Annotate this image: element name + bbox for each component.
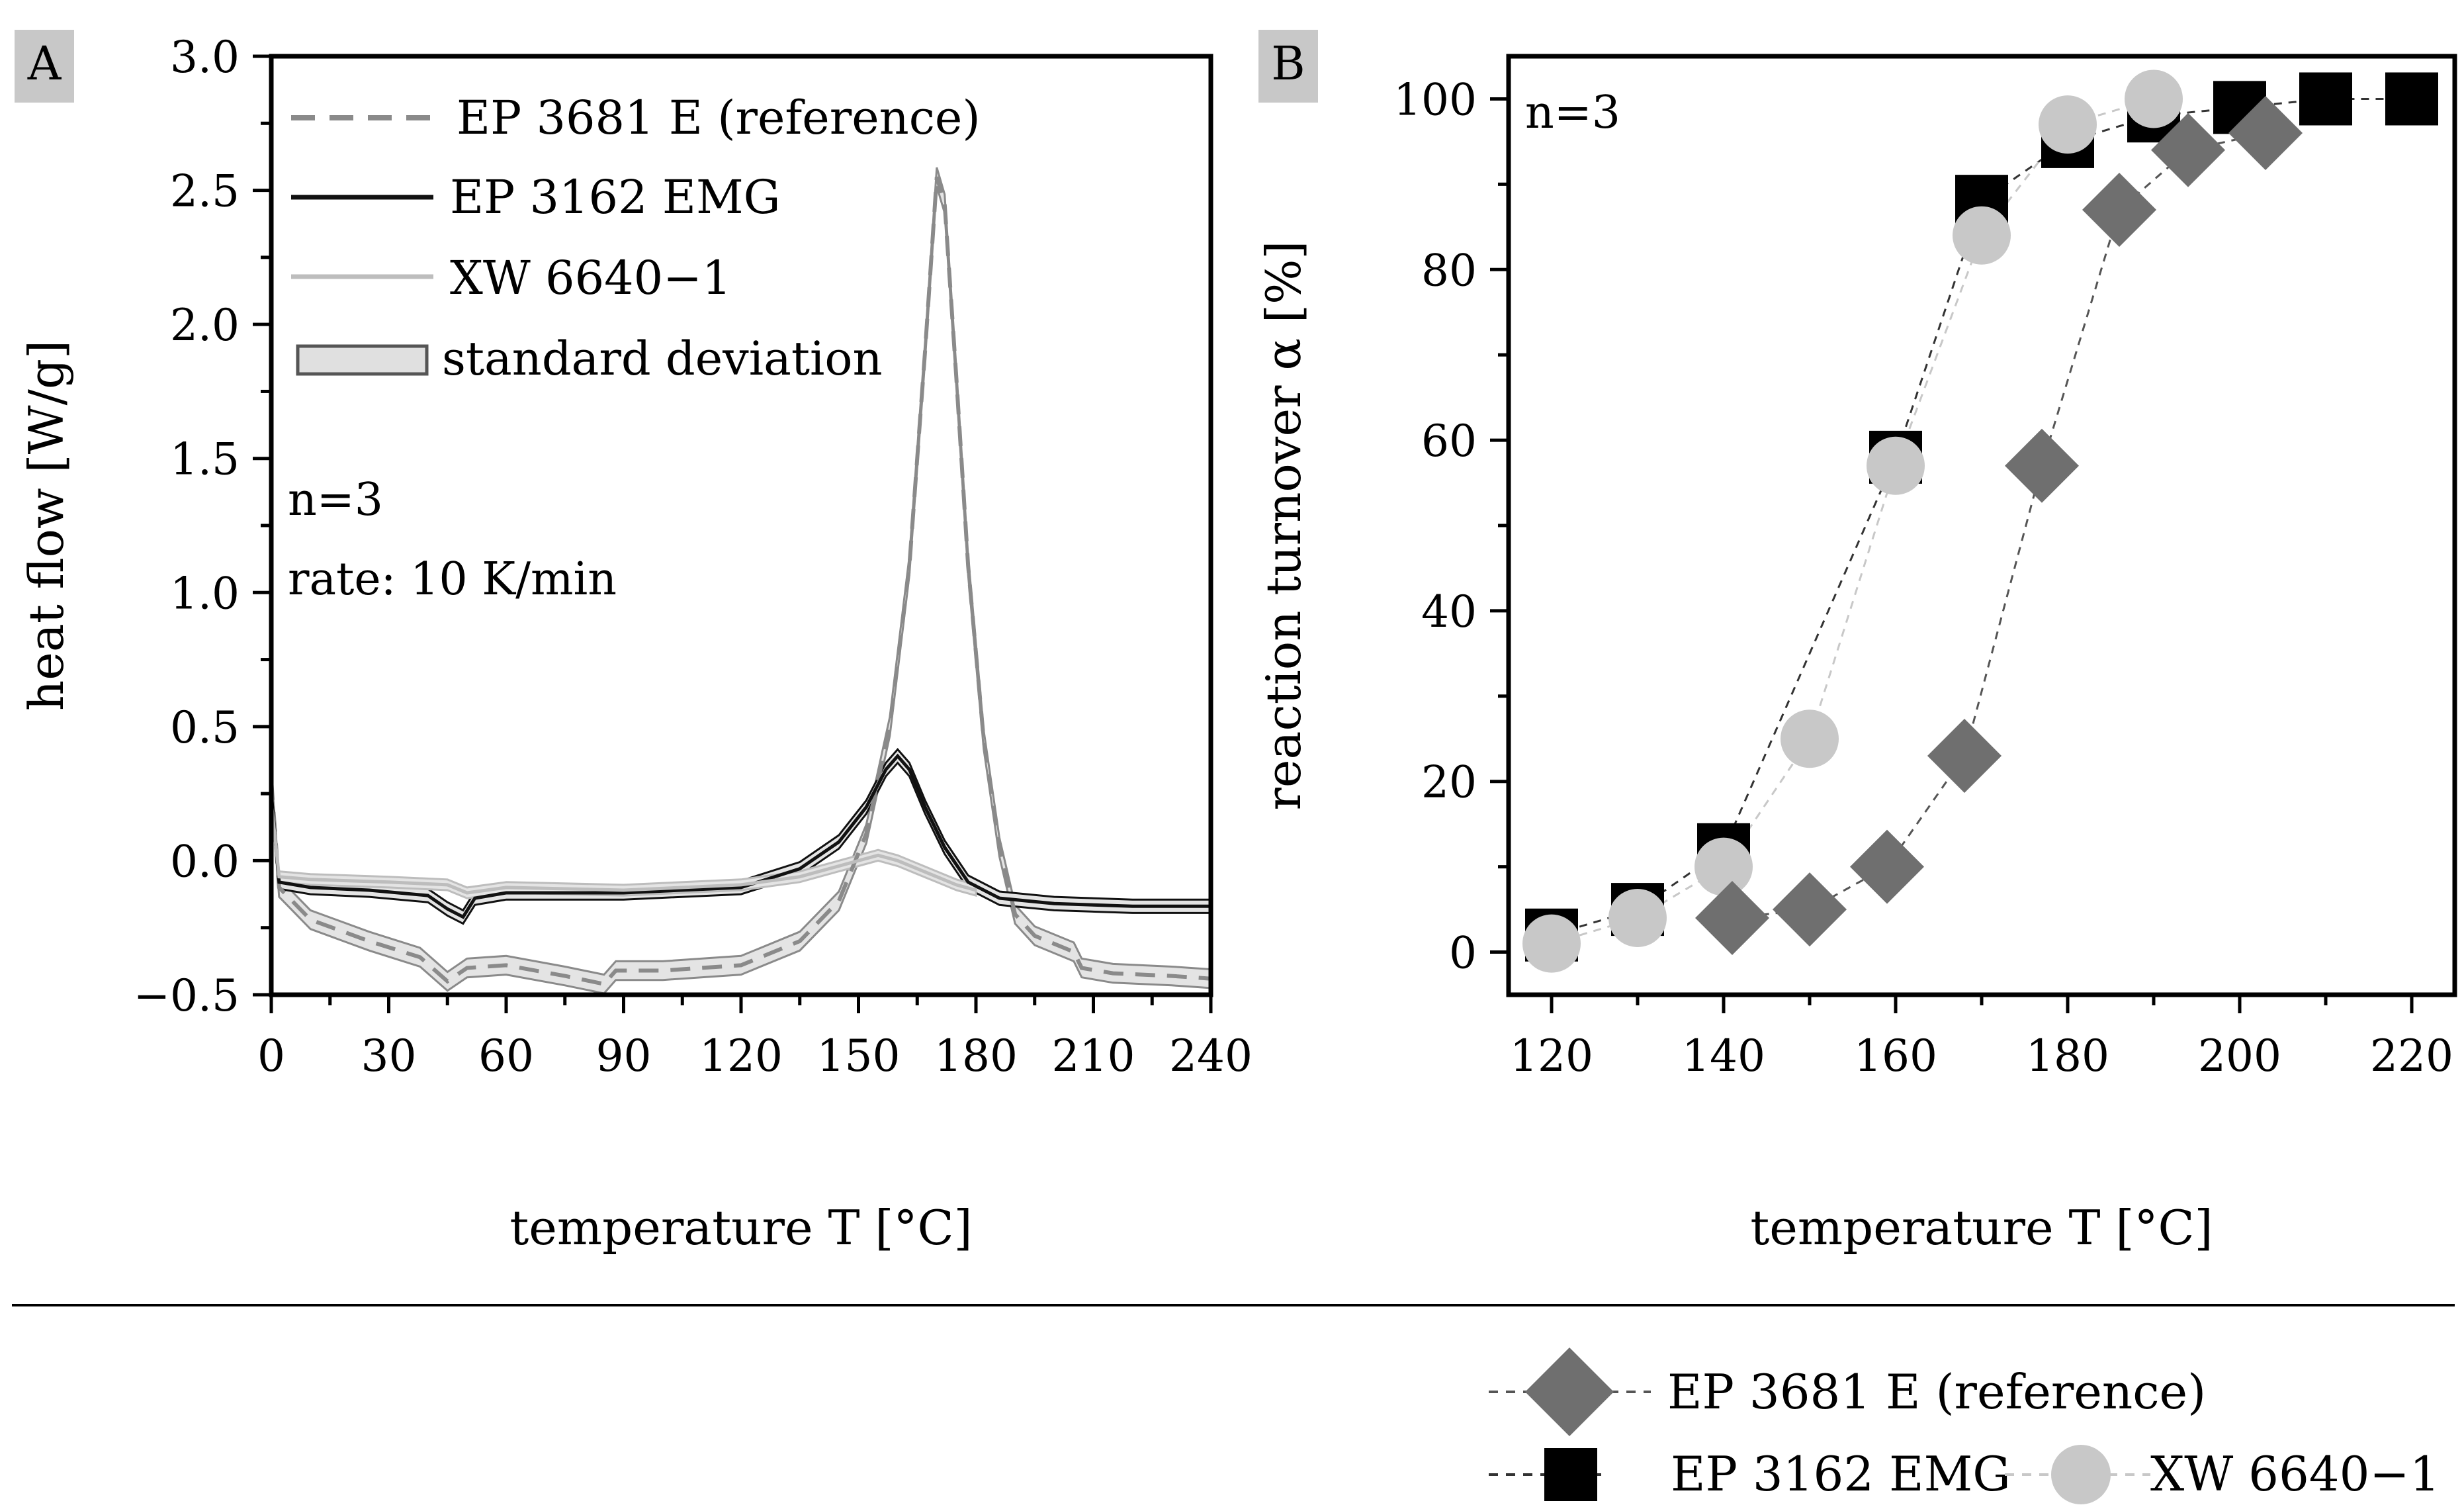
marker-xw-6640-1	[2039, 95, 2097, 154]
panel-a-lines	[269, 176, 1211, 987]
x-tick-label-a: 120	[699, 1030, 783, 1081]
panel-b-markers	[1522, 69, 2438, 973]
panel-a-legend: EP 3681 E (reference) EP 3162 EMG XW 664…	[291, 91, 981, 386]
y-tick-label-a: −0.5	[134, 970, 240, 1021]
marker-xw-6640-1	[1608, 888, 1667, 947]
panel-b-axes: 120 140 160 180 200 220 0 20 40 60 80 100	[1393, 74, 2453, 1081]
x-tick-label-b: 180	[2026, 1030, 2109, 1081]
legend-b-square-marker	[1544, 1448, 1597, 1501]
marker-xw-6640-1	[1867, 436, 1925, 495]
legend-b-diamond-marker	[1525, 1348, 1614, 1436]
y-tick-label-a: 1.0	[170, 568, 240, 619]
y-tick-label-a: 1.5	[170, 434, 240, 485]
panel-a-x-axis-label: temperature T [°C]	[509, 1200, 972, 1256]
std-band-ep-3162-emg	[270, 748, 1212, 925]
panel-a-label-box	[15, 30, 74, 103]
panel-b-x-axis-label: temperature T [°C]	[1750, 1200, 2213, 1256]
y-tick-label-b: 20	[1421, 757, 1477, 808]
marker-xw-6640-1	[1522, 914, 1581, 973]
y-tick-label-a: 2.0	[170, 300, 240, 351]
x-tick-label-a: 150	[817, 1030, 901, 1081]
x-tick-label-a: 240	[1169, 1030, 1253, 1081]
x-tick-label-a: 210	[1052, 1030, 1135, 1081]
legend-a-label-reference: EP 3681 E (reference)	[457, 91, 981, 145]
marker-ep-3681-e-reference	[1850, 829, 1924, 904]
marker-xw-6640-1	[2125, 69, 2183, 128]
y-tick-label-b: 100	[1393, 74, 1477, 125]
panel-a-label: A	[27, 36, 62, 91]
marker-xw-6640-1	[1781, 709, 1839, 768]
x-tick-label-b: 140	[1682, 1030, 1765, 1081]
y-tick-label-a: 3.0	[170, 32, 240, 83]
legend-a-label-xw: XW 6640−1	[450, 251, 731, 305]
panel-b-label-box	[1258, 30, 1318, 103]
y-tick-label-a: 0.5	[170, 702, 240, 753]
x-tick-label-a: 90	[596, 1030, 652, 1081]
x-tick-label-b: 160	[1854, 1030, 1937, 1081]
legend-b-label-reference: EP 3681 E (reference)	[1667, 1364, 2206, 1420]
legend-a-swatch-std	[296, 344, 429, 376]
y-tick-label-a: 0.0	[170, 836, 240, 887]
marker-ep-3681-e-reference	[2082, 173, 2156, 248]
panel-b-annotation-n: n=3	[1525, 87, 1620, 139]
panel-b-label: B	[1271, 36, 1305, 91]
series-line-ep-3681-e-reference	[269, 176, 1211, 987]
x-tick-label-a: 180	[934, 1030, 1018, 1081]
x-tick-label-a: 60	[478, 1030, 534, 1081]
x-tick-label-b: 220	[2370, 1030, 2453, 1081]
legend-b-label-xw: XW 6640−1	[2150, 1446, 2440, 1502]
legend-b-label-emg: EP 3162 EMG	[1671, 1446, 2011, 1502]
marker-xw-6640-1	[1953, 206, 2011, 265]
marker-ep-3681-e-reference	[2151, 113, 2225, 187]
x-tick-label-a: 30	[361, 1030, 417, 1081]
marker-ep-3681-e-reference	[1927, 719, 2002, 794]
series-line-xw-6640-1	[269, 801, 977, 895]
panel-b: B 120 140 160 180 200 220 0 20 40 60 80 100 reactio…	[1256, 30, 2457, 1256]
marker-ep-3162-emg	[2299, 72, 2352, 126]
panel-a-annotation-rate: rate: 10 K/min	[288, 553, 617, 606]
marker-ep-3681-e-reference	[1773, 872, 1847, 947]
series-line-ep-3162-emg	[269, 753, 1211, 919]
y-tick-label-a: 2.5	[170, 166, 240, 217]
panel-a-annotation-n: n=3	[288, 474, 383, 526]
x-tick-label-a: 0	[257, 1030, 285, 1081]
marker-xw-6640-1	[1694, 837, 1753, 896]
panel-a-axes: 0 30 60 90 120 150 180 210 240 −0.5 0.0 0.5 1.0 1.5 2.…	[134, 32, 1253, 1081]
y-tick-label-b: 40	[1421, 586, 1477, 637]
panel-a: A 0 30 60 90 120 150 180 210 240 −0.5 0.0 0.5 1.0 1.5…	[15, 30, 1253, 1256]
panel-b-y-axis-label: reaction turnover α [%]	[1256, 241, 1311, 811]
marker-ep-3681-e-reference	[2228, 96, 2303, 171]
panel-b-legend: EP 3681 E (reference) EP 3162 EMG XW 664…	[1489, 1348, 2440, 1504]
x-tick-label-b: 120	[1510, 1030, 1593, 1081]
marker-ep-3681-e-reference	[2005, 428, 2079, 503]
x-tick-label-b: 200	[2198, 1030, 2281, 1081]
marker-ep-3681-e-reference	[1695, 880, 1769, 955]
y-tick-label-b: 60	[1421, 416, 1477, 467]
legend-a-label-emg: EP 3162 EMG	[450, 170, 781, 224]
panel-a-y-axis-label: heat flow [W/g]	[19, 340, 74, 711]
y-tick-label-b: 80	[1421, 245, 1477, 296]
marker-ep-3162-emg	[2385, 72, 2438, 126]
legend-b-circle-marker	[2051, 1445, 2111, 1504]
connector-line-xw-6640-1	[1551, 98, 2154, 945]
y-tick-label-b: 0	[1449, 928, 1477, 979]
legend-a-label-std: standard deviation	[442, 332, 883, 386]
